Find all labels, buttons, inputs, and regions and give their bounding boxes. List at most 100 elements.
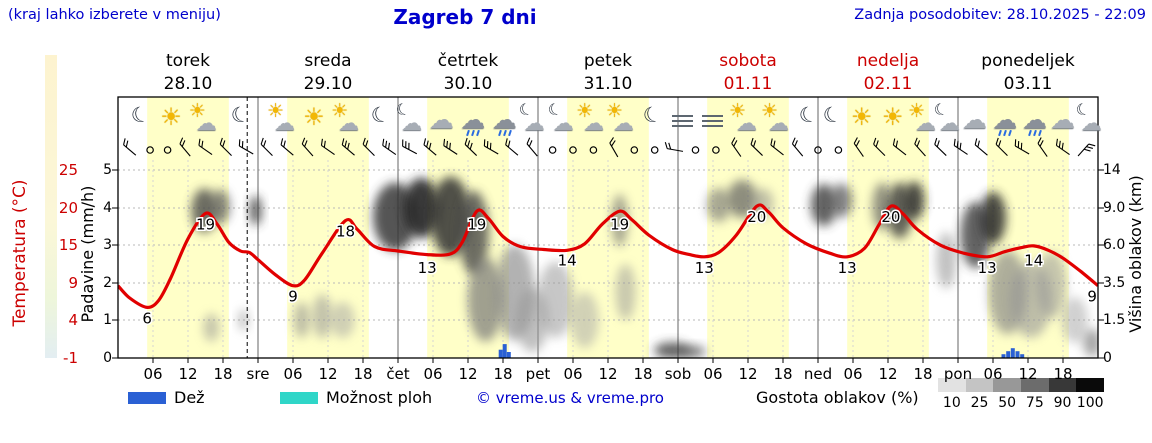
precip-axis-tick-label: 5	[103, 162, 112, 178]
x-axis-label: 06	[563, 365, 583, 383]
cloud-blob	[403, 178, 440, 238]
wind-barb-icon	[483, 139, 499, 155]
sun-icon: ☀	[576, 100, 594, 122]
curve-value-label: 13	[695, 259, 714, 277]
cloud-scale-segment	[993, 378, 1022, 392]
cloud-blob	[936, 232, 957, 289]
temp-axis-tick-label: 4	[68, 311, 78, 329]
day-name: sobota	[719, 51, 777, 71]
cloud-icon: ☁	[768, 111, 790, 135]
rain-bar	[1015, 351, 1020, 358]
cloud-density-scale-bar	[938, 378, 1105, 392]
cloud-blob	[1036, 251, 1067, 318]
weather-icon-rain: ☁	[490, 102, 520, 140]
x-axis-label: 18	[1053, 365, 1073, 383]
wind-barb-icon	[974, 138, 988, 156]
weather-icon-sun-cloud: ☀ ☁	[761, 100, 792, 140]
cloud-layer	[191, 176, 1098, 358]
sun-icon: ☀	[160, 103, 182, 131]
precip-axis-tick-label: 0	[103, 350, 112, 366]
wind-barb-icon	[750, 137, 763, 156]
wind-barb-icon	[301, 137, 314, 157]
wind-barb-icon	[280, 138, 294, 156]
cloud-blob	[537, 261, 574, 338]
wind-barb-icon	[219, 137, 232, 157]
rain-bar	[1006, 351, 1011, 358]
calm-wind-icon	[548, 146, 557, 154]
weather-icon-sun: ☀	[157, 102, 187, 140]
x-axis-label: ned	[803, 365, 833, 383]
wind-barb-icon	[464, 137, 478, 156]
calm-wind-icon	[146, 146, 154, 154]
cloud-scale-value: 25	[970, 395, 989, 411]
rain-legend-swatch	[128, 392, 166, 404]
temp-axis-tick-label: 20	[58, 199, 78, 217]
cloud-scale-segment	[938, 378, 966, 392]
weather-icon-cloud: ☁	[960, 102, 990, 140]
weather-icon-sun-cloud: ☀ ☁	[606, 102, 637, 140]
calm-wind-icon	[630, 146, 639, 154]
wind-barb-icon	[914, 137, 926, 157]
rain-legend-label: Dež	[174, 388, 205, 407]
raindrops-icon	[466, 129, 481, 137]
location-hint: (kraj lahko izberete v meniju)	[8, 7, 221, 23]
cloud-scale-value: 90	[1053, 395, 1072, 411]
curve-value-label: 20	[881, 208, 900, 226]
cloud-blob	[1061, 297, 1088, 343]
weather-icon-moon-cloud: ☾ ☁	[516, 98, 548, 140]
cloud-axis-tick-label: 9.0	[1103, 200, 1126, 216]
wind-barb-icon	[791, 137, 804, 157]
x-axis-label: 12	[878, 365, 898, 383]
precip-axis-tick-label: 3	[103, 237, 112, 253]
weather-icon-sun: ☀	[879, 102, 909, 140]
curve-value-label: 13	[418, 259, 437, 277]
wind-barb-icon	[198, 138, 213, 156]
day-header-petek: petek 31.10	[538, 51, 678, 94]
wind-barb-icon	[664, 142, 684, 152]
wind-barb-icon	[731, 137, 742, 157]
weather-icon-fog	[698, 102, 728, 140]
x-axis-label: sob	[664, 365, 692, 383]
weather-icon-moon-cloud: ☾ ☁	[932, 98, 963, 140]
sun-icon: ☀	[729, 100, 747, 122]
x-axis-label: 18	[353, 365, 373, 383]
sun-icon: ☀	[761, 100, 779, 122]
temp-axis-tick-label: 15	[58, 236, 78, 254]
wind-barb-icon	[362, 137, 375, 157]
cloud-blob	[330, 302, 355, 338]
copyright-link[interactable]: © vreme.us & vreme.pro	[476, 389, 664, 407]
day-date: 01.11	[723, 74, 773, 94]
x-axis-label: pet	[525, 365, 551, 383]
cloud-blob	[1083, 328, 1098, 357]
day-name: ponedeljek	[981, 51, 1075, 71]
x-axis-label: 12	[458, 365, 478, 383]
cloud-icon: ☁	[401, 111, 423, 135]
wind-barb-icon	[770, 138, 784, 156]
calm-wind-icon	[163, 146, 172, 154]
showers-legend-swatch	[280, 392, 318, 404]
wind-barb-icon	[1014, 139, 1030, 155]
weather-icon-sun-cloud: ☀ ☁	[331, 102, 362, 140]
precip-axis-tick-label: 1	[103, 312, 112, 328]
cloud-blob	[312, 294, 333, 339]
curve-value-label: 20	[747, 208, 766, 226]
sun-icon: ☀	[850, 103, 873, 131]
curve-value-label: 19	[610, 215, 629, 233]
calm-wind-icon	[712, 146, 720, 154]
rain-cloud-icon: ☁	[1022, 105, 1047, 134]
cloud-icon: ☁	[338, 111, 360, 135]
x-axis-label: 06	[703, 365, 723, 383]
weather-icon-rain: ☁	[1020, 102, 1050, 140]
wind-barb-icon	[953, 138, 968, 155]
cloud-blob	[238, 309, 249, 331]
day-name: torek	[166, 51, 210, 71]
wind-barb-icon	[853, 137, 864, 157]
rain-bar	[1010, 348, 1015, 358]
curve-value-label: 19	[467, 215, 486, 233]
rain-cloud-icon: ☁	[491, 105, 517, 134]
precip-axis-tick-label: 2	[103, 275, 112, 291]
moon-icon: ☾	[820, 100, 845, 130]
cloud-icon: ☁	[583, 111, 605, 135]
curve-value-label: 14	[558, 252, 577, 270]
